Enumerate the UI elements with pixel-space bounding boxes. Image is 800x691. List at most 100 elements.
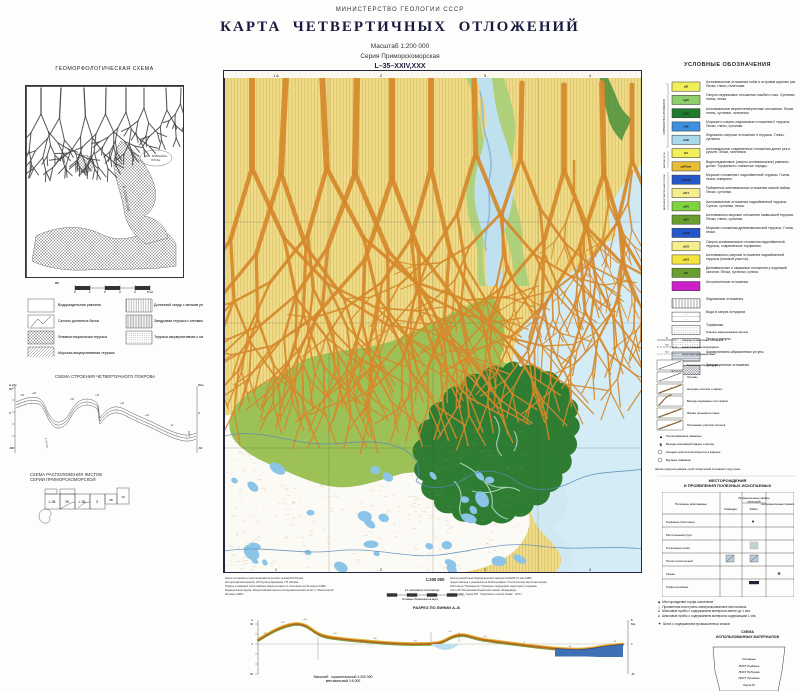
svg-text:▲: ▲ [659,434,663,439]
svg-text:+60: +60 [303,619,307,621]
svg-text:60: 60 [9,387,13,391]
svg-text:+40: +40 [120,402,125,405]
svg-text:lgIII: lgIII [683,98,688,102]
svg-text:♛: ♛ [659,442,663,447]
svg-text:+22: +22 [145,414,150,417]
svg-text:Забал.: Забал. [750,507,759,511]
svg-text:+45: +45 [95,394,100,397]
svg-text:нерасчлененные водоразделы: нерасчлененные водоразделы [682,346,719,349]
svg-text:a2III: a2III [683,111,689,115]
svg-text:1 А: 1 А [273,73,279,78]
svg-text:ЛИСТ Хромово: ЛИСТ Хромово [738,676,759,680]
svg-text:19: 19 [121,495,125,499]
svg-text:+22: +22 [448,631,452,633]
svg-text:+18: +18 [413,641,417,643]
svg-text:Послетаявшиеся скважины: Послетаявшиеся скважины [666,434,702,438]
svg-text:-15: -15 [613,641,617,643]
svg-text:a3IV: a3IV [683,218,689,222]
svg-text:границы четвертичных отложений: границы четвертичных отложений [682,338,724,342]
svg-text:Флювиогляциальная терраса: Флювиогляциальная терраса [58,335,107,339]
svg-text:aIV3: aIV3 [683,258,690,262]
svg-text:60: 60 [250,623,253,626]
svg-text:Несущие оползни и оврага: Несущие оползни и оврага [687,387,722,391]
svg-text:берег: берег [187,431,191,438]
svg-text:l2III: l2III [683,125,688,129]
svg-text:-12: -12 [170,424,174,427]
svg-text:❋: ❋ [777,571,781,576]
svg-text:км: км [55,281,59,285]
svg-text:СХЕМА СТРОЕНИЯ ЧЕТВЕРТИЧНОГО П: СХЕМА СТРОЕНИЯ ЧЕТВЕРТИЧНОГО ПОКРОВА [55,374,155,379]
svg-text:Выходы подземных источников: Выходы подземных источников [687,399,728,403]
svg-text:4: 4 [134,290,136,294]
svg-text:-60: -60 [250,673,254,676]
svg-text:L-35: L-35 [49,500,56,504]
svg-text:ЛИСТ Рыбачье: ЛИСТ Рыбачье [738,664,759,668]
svg-text:VIII: VIII [109,498,113,502]
svg-text:+56: +56 [20,394,25,397]
svg-text:Долинный зандр с мелким рельеф: Долинный зандр с мелким рельефом [154,303,203,307]
svg-text:+60: +60 [32,392,37,395]
svg-text:структурно-денудационные: структурно-денудационные [682,353,716,356]
svg-text:Склоны долинных балок: Склоны долинных балок [58,319,99,323]
svg-text:aIV1: aIV1 [683,191,690,195]
svg-text:0: 0 [198,411,200,415]
svg-text:29: 29 [65,500,69,504]
svg-text:+14: +14 [483,636,487,638]
svg-text:+52: +52 [333,633,337,635]
svg-text:вертикальный 1:6 000: вертикальный 1:6 000 [326,679,361,682]
svg-text:Буровые скважины: Буровые скважины [666,458,691,462]
svg-text:Положение участков склонов: Положение участков склонов [687,423,726,427]
svg-text:-60: -60 [9,446,14,450]
svg-text:Условные обозначения на карте: Условные обозначения на карте [402,598,439,601]
svg-text:Песок строительный: Песок строительный [666,559,693,563]
svg-text:aIV2: aIV2 [683,244,690,248]
svg-text:Формы рельефа в плане: Формы рельефа в плане [687,411,720,415]
svg-text:2: 2 [104,290,106,294]
svg-text:+62: +62 [281,622,285,624]
svg-text:в 1 сантиметре 2 километра: в 1 сантиметре 2 километра [405,588,440,592]
svg-text:3: 3 [96,500,98,504]
svg-text:Растительный грунт: Растительный грунт [666,533,693,537]
svg-text:А: А [251,618,253,622]
svg-text:Выходы ископаемой фауны и флор: Выходы ископаемой фауны и флоры [666,442,714,446]
svg-text:Геологические границы: Геологические границы [687,363,718,367]
svg-text:-60: -60 [631,673,635,676]
svg-text:+40: +40 [373,638,377,640]
svg-text:Условия и область развития пор: Условия и область развития пород кор.раз… [655,467,741,471]
svg-text:ВЕРХНЕЧЕТВЕРТИЧНЫЕ ОТЛОЖ.: ВЕРХНЕЧЕТВЕРТИЧНЫЕ ОТЛОЖ. [664,174,666,210]
svg-text:aIV: aIV [684,151,689,155]
svg-text:Терраса аккумулятивная с мелки: Терраса аккумулятивная с мелким рельефом [154,335,203,339]
svg-text:5 км: 5 км [147,290,153,294]
svg-text:Морская аккумулятивная терраса: Морская аккумулятивная терраса [58,351,115,355]
svg-text:Б: Б [631,618,633,622]
svg-text:dIV: dIV [684,271,689,275]
svg-text:р. Искань: р. Искань [44,438,49,450]
svg-text:a2IV: a2IV [683,204,689,208]
svg-text:▼: ▼ [751,519,755,524]
svg-text:Непромышленные проявления: Непромышленные проявления [761,502,794,506]
svg-text:0: 0 [631,643,633,646]
svg-text:Полезные ископаемые: Полезные ископаемые [675,502,707,506]
svg-text:3аб: 3аб [665,351,669,353]
svg-text:ПЛОЩ.: ПЛОЩ. [151,158,161,162]
svg-text:aIII: aIII [684,85,688,89]
svg-text:+58: +58 [70,398,75,401]
svg-text:- - -: - - - [684,318,688,321]
svg-text:3бв: 3бв [665,344,669,346]
svg-text:Разведан.: Разведан. [724,507,737,511]
svg-text:m1IIIhz: m1IIIhz [681,178,692,182]
svg-text:Условные: Условные [742,657,756,661]
svg-text:60м: 60м [198,383,203,387]
svg-text:1: 1 [89,290,91,294]
svg-text:Зандровая терраса с мелким рел: Зандровая терраса с мелким рельефом [154,319,203,323]
svg-text:pdIVam: pdIVam [681,165,692,169]
svg-text:0: 0 [74,290,76,294]
svg-text:60м: 60м [631,623,636,626]
svg-text:Торфяные (болотные): Торфяные (болотные) [666,520,695,524]
svg-text:ВЕРХНЕ-ЧЕТВ.: ВЕРХНЕ-ЧЕТВ. [664,152,666,168]
svg-text:Находки ориктолитов вскрытых в: Находки ориктолитов вскрытых в карьере [666,450,721,454]
svg-text:-60: -60 [198,446,203,450]
svg-text:L-36: L-36 [79,500,86,504]
svg-text:Карта М: Карта М [743,683,755,687]
svg-text:Галька: Галька [666,572,675,576]
